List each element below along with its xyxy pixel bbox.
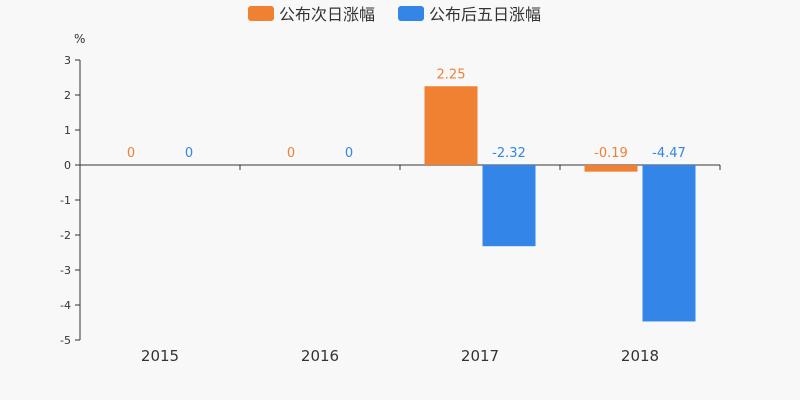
bar bbox=[424, 86, 478, 165]
bar bbox=[642, 165, 696, 322]
x-axis: 2015 2016 2017 2018 bbox=[79, 164, 721, 365]
bar-value-label: -0.19 bbox=[594, 146, 628, 161]
bar-value-label: 0 bbox=[345, 146, 353, 161]
bar-value-label: -4.47 bbox=[652, 146, 686, 161]
legend-swatch-next-day bbox=[248, 6, 274, 21]
y-tick-label: -2 bbox=[60, 229, 71, 242]
y-tick-label: -3 bbox=[60, 264, 71, 277]
bar bbox=[584, 165, 638, 172]
y-tick-label: 0 bbox=[64, 159, 71, 172]
bars bbox=[424, 86, 696, 322]
x-category-label: 2018 bbox=[621, 347, 659, 365]
value-labels: 0 0 0 0 2.25 -2.32 -0.19 -4.47 bbox=[127, 67, 686, 161]
y-axis-unit-label: % bbox=[74, 32, 85, 46]
x-category-label: 2017 bbox=[461, 347, 499, 365]
y-tick-label: 2 bbox=[64, 89, 71, 102]
bar bbox=[482, 165, 536, 247]
bar-value-label: -2.32 bbox=[492, 146, 526, 161]
y-tick-label: 1 bbox=[64, 124, 71, 137]
y-tick-label: -5 bbox=[60, 334, 71, 347]
legend-swatch-five-day bbox=[398, 6, 424, 21]
y-tick-label: 3 bbox=[64, 54, 71, 67]
y-tick-label: -4 bbox=[60, 299, 71, 312]
x-category-label: 2015 bbox=[141, 347, 179, 365]
y-tick-label: -1 bbox=[60, 194, 71, 207]
bar-value-label: 2.25 bbox=[437, 67, 466, 82]
legend-label-five-day: 公布后五日涨幅 bbox=[429, 5, 541, 24]
bar-value-label: 0 bbox=[185, 146, 193, 161]
bar-value-label: 0 bbox=[127, 146, 135, 161]
x-category-label: 2016 bbox=[301, 347, 339, 365]
bar-value-label: 0 bbox=[287, 146, 295, 161]
y-axis: 3 2 1 0 -1 -2 -3 -4 -5 bbox=[60, 54, 81, 347]
legend-label-next-day: 公布次日涨幅 bbox=[279, 5, 375, 24]
legend: 公布次日涨幅 公布后五日涨幅 bbox=[248, 5, 541, 24]
